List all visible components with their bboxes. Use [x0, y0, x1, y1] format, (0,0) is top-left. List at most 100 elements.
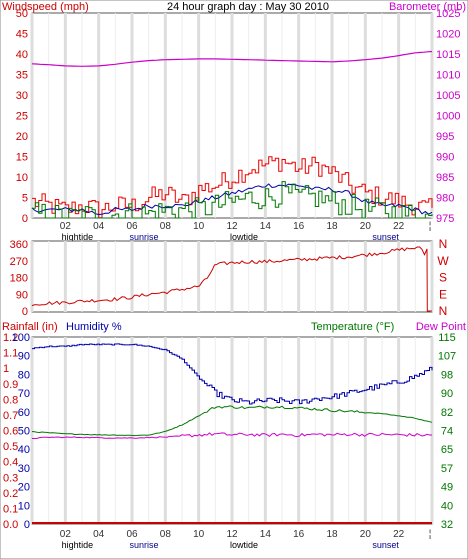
hour-tick-label: ¦ [429, 221, 432, 232]
hour-tick-label: 20 [360, 221, 372, 232]
windspeed-tick-label: 0 [22, 213, 28, 225]
rainfall-tick-label: 0.9 [3, 379, 18, 391]
compass-tick-label: S [439, 271, 447, 285]
barometer-line [31, 50, 433, 67]
chart-title: 24 hour graph day : May 30 2010 [167, 1, 329, 13]
barometer-tick-label: 980 [436, 193, 454, 205]
rainfall-tick-label: 0.4 [3, 457, 18, 469]
hour-tick-label: 08 [160, 529, 172, 540]
rainfall-tick-label: 0.6 [3, 426, 18, 438]
rainfall-tick-label: 0.8 [3, 394, 18, 406]
windspeed-tick-label: 20 [16, 131, 28, 143]
barometer-axis-label: Barometer (mb) [389, 1, 466, 13]
hour-tick-label: 02 [60, 529, 72, 540]
hour-tick-label: 10 [193, 529, 205, 540]
hour-tick-label: 06 [126, 529, 138, 540]
humidity-axis-label: Humidity % [66, 321, 122, 333]
humidity-tick-label: 10 [18, 500, 30, 512]
hour-tick-label: 18 [326, 529, 338, 540]
temperature-axis-label: Temperature (°F) [311, 321, 394, 333]
barometer-tick-label: 975 [436, 213, 454, 225]
wind-direction-tick-label: 0 [22, 306, 28, 318]
temperature-tick-label: 74 [441, 426, 453, 438]
event-label: hightide [62, 540, 94, 550]
hour-tick-label: 16 [293, 221, 305, 232]
compass-tick-label: N [439, 237, 448, 251]
event-label: sunrise [129, 232, 158, 242]
hour-tick-label: 18 [326, 221, 338, 232]
temperature-tick-label: 107 [438, 351, 456, 363]
humidity-tick-label: 40 [18, 444, 30, 456]
temperature-tick-label: 98 [441, 369, 453, 381]
wind-direction-tick-label: 90 [16, 289, 28, 301]
temperature-tick-label: 90 [441, 388, 453, 400]
wind-gust-line [32, 181, 433, 219]
humidity-tick-label: 100 [12, 332, 30, 344]
temperature-tick-label: 40 [441, 500, 453, 512]
humidity-tick-label: 30 [18, 463, 30, 475]
rainfall-tick-label: 0.3 [3, 472, 18, 484]
dewpoint-axis-label: Dew Point [416, 321, 466, 333]
event-label: lowtide [230, 232, 258, 242]
rainfall-tick-label: 0.2 [3, 488, 18, 500]
barometer-tick-label: 985 [436, 172, 454, 184]
hour-tick-label: 04 [93, 529, 105, 540]
rainfall-tick-label: 0.7 [3, 410, 18, 422]
hour-tick-label: 12 [226, 221, 238, 232]
hour-tick-label: 02 [60, 221, 72, 232]
rainfall-tick-label: 0.1 [3, 503, 18, 515]
temperature-tick-label: 32 [441, 519, 453, 531]
windspeed-axis-label: Windspeed (mph) [2, 1, 89, 13]
temperature-tick-label: 49 [441, 482, 453, 494]
humidity-tick-label: 20 [18, 482, 30, 494]
wind-direction-tick-label: 270 [10, 256, 28, 268]
wind-direction-tick-label: 360 [10, 239, 28, 251]
hour-tick-label: 14 [260, 529, 272, 540]
humidity-tick-label: 0 [24, 519, 30, 531]
hour-tick-label: 06 [126, 221, 138, 232]
dew-point-line [32, 432, 432, 439]
barometer-tick-label: 1025 [436, 8, 460, 20]
windspeed-tick-label: 25 [16, 111, 28, 123]
rainfall-tick-label: 1.1 [3, 348, 18, 360]
windspeed-tick-label: 5 [22, 193, 28, 205]
barometer-tick-label: 995 [436, 131, 454, 143]
windspeed-tick-label: 10 [16, 172, 28, 184]
humidity-tick-label: 80 [18, 369, 30, 381]
hour-tick-label: 14 [260, 221, 272, 232]
event-label: hightide [62, 232, 94, 242]
event-label: lowtide [230, 540, 258, 550]
barometer-tick-label: 1000 [436, 111, 460, 123]
rainfall-tick-label: 1 [3, 363, 9, 375]
event-label: sunrise [129, 540, 158, 550]
humidity-tick-label: 50 [18, 426, 30, 438]
windspeed-tick-label: 40 [16, 49, 28, 61]
hour-tick-label: 04 [93, 221, 105, 232]
barometer-tick-label: 1010 [436, 70, 460, 82]
barometer-tick-label: 1020 [436, 29, 460, 41]
windspeed-tick-label: 30 [16, 90, 28, 102]
hour-tick-label: 08 [160, 221, 172, 232]
wind-direction-line [31, 246, 432, 312]
hour-tick-label: 22 [393, 529, 405, 540]
temperature-tick-label: 65 [441, 444, 453, 456]
humidity-tick-label: 90 [18, 351, 30, 363]
temperature-tick-label: 57 [441, 463, 453, 475]
barometer-tick-label: 1005 [436, 90, 460, 102]
temperature-tick-label: 82 [441, 407, 453, 419]
rainfall-axis-label: Rainfall (in) [2, 321, 58, 333]
windspeed-tick-label: 15 [16, 152, 28, 164]
hour-tick-label: 22 [393, 221, 405, 232]
rainfall-tick-label: 0.0 [3, 519, 18, 531]
event-label: sunset [372, 232, 399, 242]
hour-tick-label: ¦ [429, 529, 432, 540]
hour-tick-label: 12 [226, 529, 238, 540]
compass-tick-label: N [439, 304, 448, 318]
humidity-line [32, 343, 433, 405]
humidity-tick-label: 60 [18, 407, 30, 419]
compass-tick-label: E [439, 287, 447, 301]
rainfall-tick-label: 0.5 [3, 441, 18, 453]
humidity-tick-label: 70 [18, 388, 30, 400]
temperature-line [31, 405, 433, 437]
